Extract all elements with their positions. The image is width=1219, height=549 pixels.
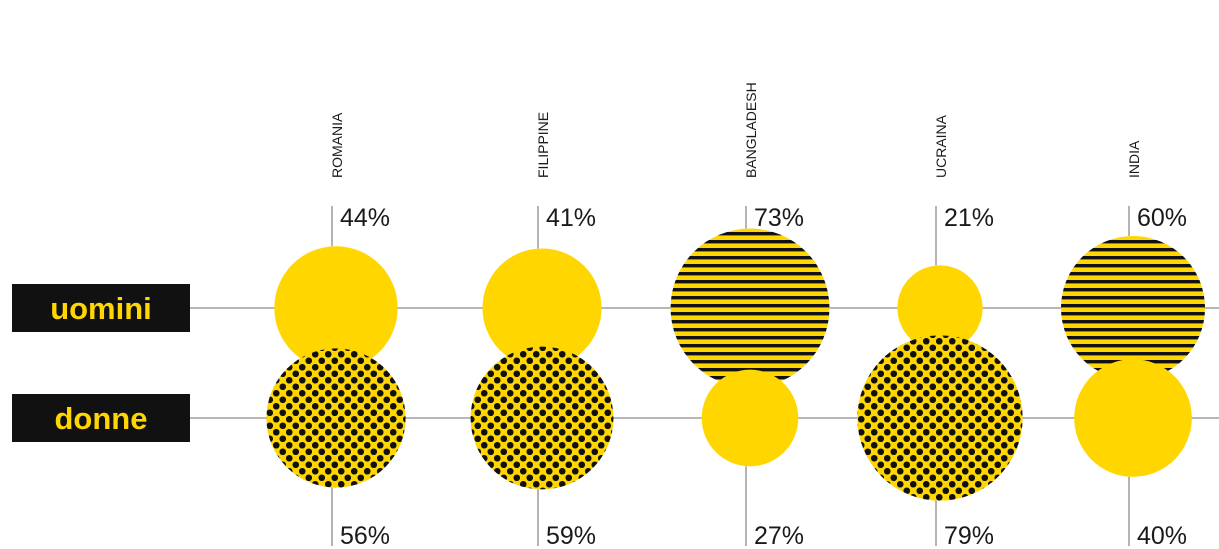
women-row-label-text: donne	[55, 401, 148, 436]
women-row-label: donne	[12, 394, 190, 442]
chart-marks: ROMANIA 44% 56% FILIPPINE 41% 59% BANGLADESH 73…	[266, 82, 1206, 549]
women-pct-label-bangladesh: 27%	[754, 522, 804, 549]
women-pct-label-filippine: 59%	[546, 522, 596, 549]
women-bubble-filippine	[470, 346, 614, 490]
men-row-label: uomini	[12, 284, 190, 332]
women-bubble-india	[1074, 359, 1192, 477]
men-bubble-romania	[274, 246, 398, 370]
men-pct-label-filippine: 41%	[546, 204, 596, 232]
women-pct-label-romania: 56%	[340, 522, 390, 549]
men-row-label-text: uomini	[50, 291, 152, 326]
men-bubble-india	[1060, 235, 1206, 381]
women-bubble-ucraina	[857, 335, 1023, 501]
women-pct-label-india: 40%	[1137, 522, 1187, 549]
men-bubble-filippine	[482, 248, 602, 368]
men-pct-label-romania: 44%	[340, 204, 390, 232]
country-label-bangladesh: BANGLADESH	[743, 82, 759, 178]
men-pct-label-india: 60%	[1137, 204, 1187, 232]
country-label-ucraina: UCRAINA	[933, 114, 949, 178]
men-bubble-bangladesh	[670, 228, 830, 388]
women-pct-label-ucraina: 79%	[944, 522, 994, 549]
country-label-india: INDIA	[1126, 140, 1142, 178]
country-label-romania: ROMANIA	[329, 112, 345, 178]
country-label-filippine: FILIPPINE	[535, 112, 551, 178]
men-pct-label-bangladesh: 73%	[754, 204, 804, 232]
men-bubble-ucraina	[897, 265, 983, 351]
men-pct-label-ucraina: 21%	[944, 204, 994, 232]
women-bubble-romania	[266, 348, 406, 488]
women-bubble-bangladesh	[701, 369, 799, 467]
